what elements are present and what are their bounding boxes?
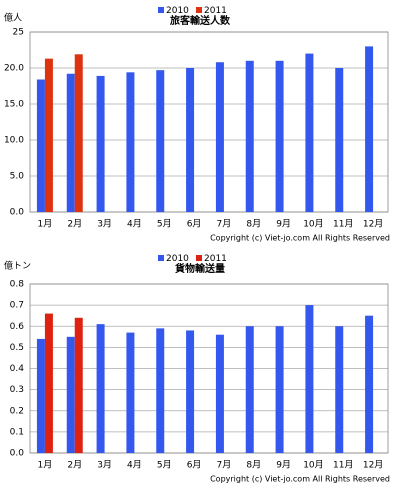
- x-tick-label: 4月: [127, 219, 142, 230]
- x-tick-label: 8月: [246, 460, 261, 471]
- bar: [156, 70, 165, 212]
- y-tick-label: 0.0: [10, 449, 25, 459]
- x-tick-label: 9月: [276, 460, 291, 471]
- bar: [335, 68, 344, 212]
- bar: [36, 79, 45, 213]
- y-axis-label: 億人: [4, 12, 22, 24]
- x-tick-label: 11月: [333, 460, 353, 471]
- y-tick-label: 5.0: [10, 172, 25, 182]
- x-tick-label: 2月: [67, 460, 82, 471]
- y-tick-label: 20.0: [4, 64, 24, 74]
- bar: [245, 326, 254, 453]
- chart-title: 旅客輸送人数: [170, 14, 231, 27]
- bar: [126, 332, 135, 453]
- x-tick-label: 4月: [127, 460, 142, 471]
- x-tick-label: 10月: [303, 219, 323, 230]
- x-tick-label: 1月: [38, 219, 53, 230]
- bar: [365, 46, 374, 213]
- x-tick-label: 3月: [97, 219, 112, 230]
- legend-swatch: [196, 7, 202, 13]
- y-tick-label: 0.1: [10, 427, 24, 437]
- legend-label: 2010: [166, 254, 189, 264]
- y-tick-label: 0.8: [10, 280, 25, 290]
- y-tick-label: 0.2: [10, 406, 24, 416]
- bar: [275, 60, 284, 212]
- x-tick-label: 6月: [187, 460, 202, 471]
- legend-swatch: [158, 255, 164, 261]
- legend-swatch: [196, 255, 202, 261]
- bar: [275, 326, 284, 453]
- x-tick-label: 3月: [97, 460, 112, 471]
- bar: [245, 60, 254, 212]
- bar: [186, 330, 195, 453]
- y-tick-label: 0.4: [10, 364, 25, 374]
- bar: [126, 72, 135, 212]
- legend-label: 2011: [204, 254, 227, 264]
- bar: [215, 62, 224, 212]
- bar: [305, 305, 314, 453]
- x-tick-label: 5月: [157, 460, 172, 471]
- bar: [44, 313, 53, 453]
- bar: [74, 54, 83, 212]
- legend-swatch: [158, 7, 164, 13]
- y-tick-label: 25: [13, 28, 24, 38]
- y-tick-label: 0.7: [10, 301, 24, 311]
- bar: [96, 324, 105, 453]
- bar: [335, 326, 344, 453]
- y-tick-label: 0.3: [10, 385, 24, 395]
- copyright: Copyright (c) Viet-jo.com All Rights Res…: [210, 475, 390, 484]
- bar: [74, 317, 83, 453]
- bar: [156, 328, 165, 453]
- x-tick-label: 8月: [246, 219, 261, 230]
- plot-frame: [29, 31, 389, 213]
- x-tick-label: 6月: [187, 219, 202, 230]
- plot-frame: [29, 283, 389, 454]
- y-axis-label: 億トン: [4, 260, 31, 272]
- bar: [96, 75, 105, 212]
- chart-title: 貨物輸送量: [175, 262, 225, 275]
- bar: [365, 315, 374, 453]
- bar: [305, 53, 314, 212]
- x-tick-label: 5月: [157, 219, 172, 230]
- x-tick-label: 9月: [276, 219, 291, 230]
- x-tick-label: 10月: [303, 460, 323, 471]
- y-tick-label: 0.0: [10, 208, 25, 218]
- x-tick-label: 2月: [67, 219, 82, 230]
- bar: [186, 68, 195, 212]
- y-tick-label: 0.6: [10, 322, 25, 332]
- bar: [215, 334, 224, 453]
- bar: [36, 338, 45, 453]
- bar: [66, 73, 75, 212]
- x-tick-label: 11月: [333, 219, 353, 230]
- legend-label: 2010: [166, 6, 189, 16]
- bar: [66, 336, 75, 453]
- bar: [44, 58, 53, 212]
- x-tick-label: 12月: [363, 219, 383, 230]
- y-tick-label: 15.0: [4, 100, 24, 110]
- y-tick-label: 0.5: [10, 343, 24, 353]
- copyright: Copyright (c) Viet-jo.com All Rights Res…: [210, 234, 390, 243]
- x-tick-label: 1月: [38, 460, 53, 471]
- x-tick-label: 12月: [363, 460, 383, 471]
- x-tick-label: 7月: [217, 460, 232, 471]
- legend-label: 2011: [204, 6, 227, 16]
- x-tick-label: 7月: [217, 219, 232, 230]
- y-tick-label: 10.0: [4, 136, 24, 146]
